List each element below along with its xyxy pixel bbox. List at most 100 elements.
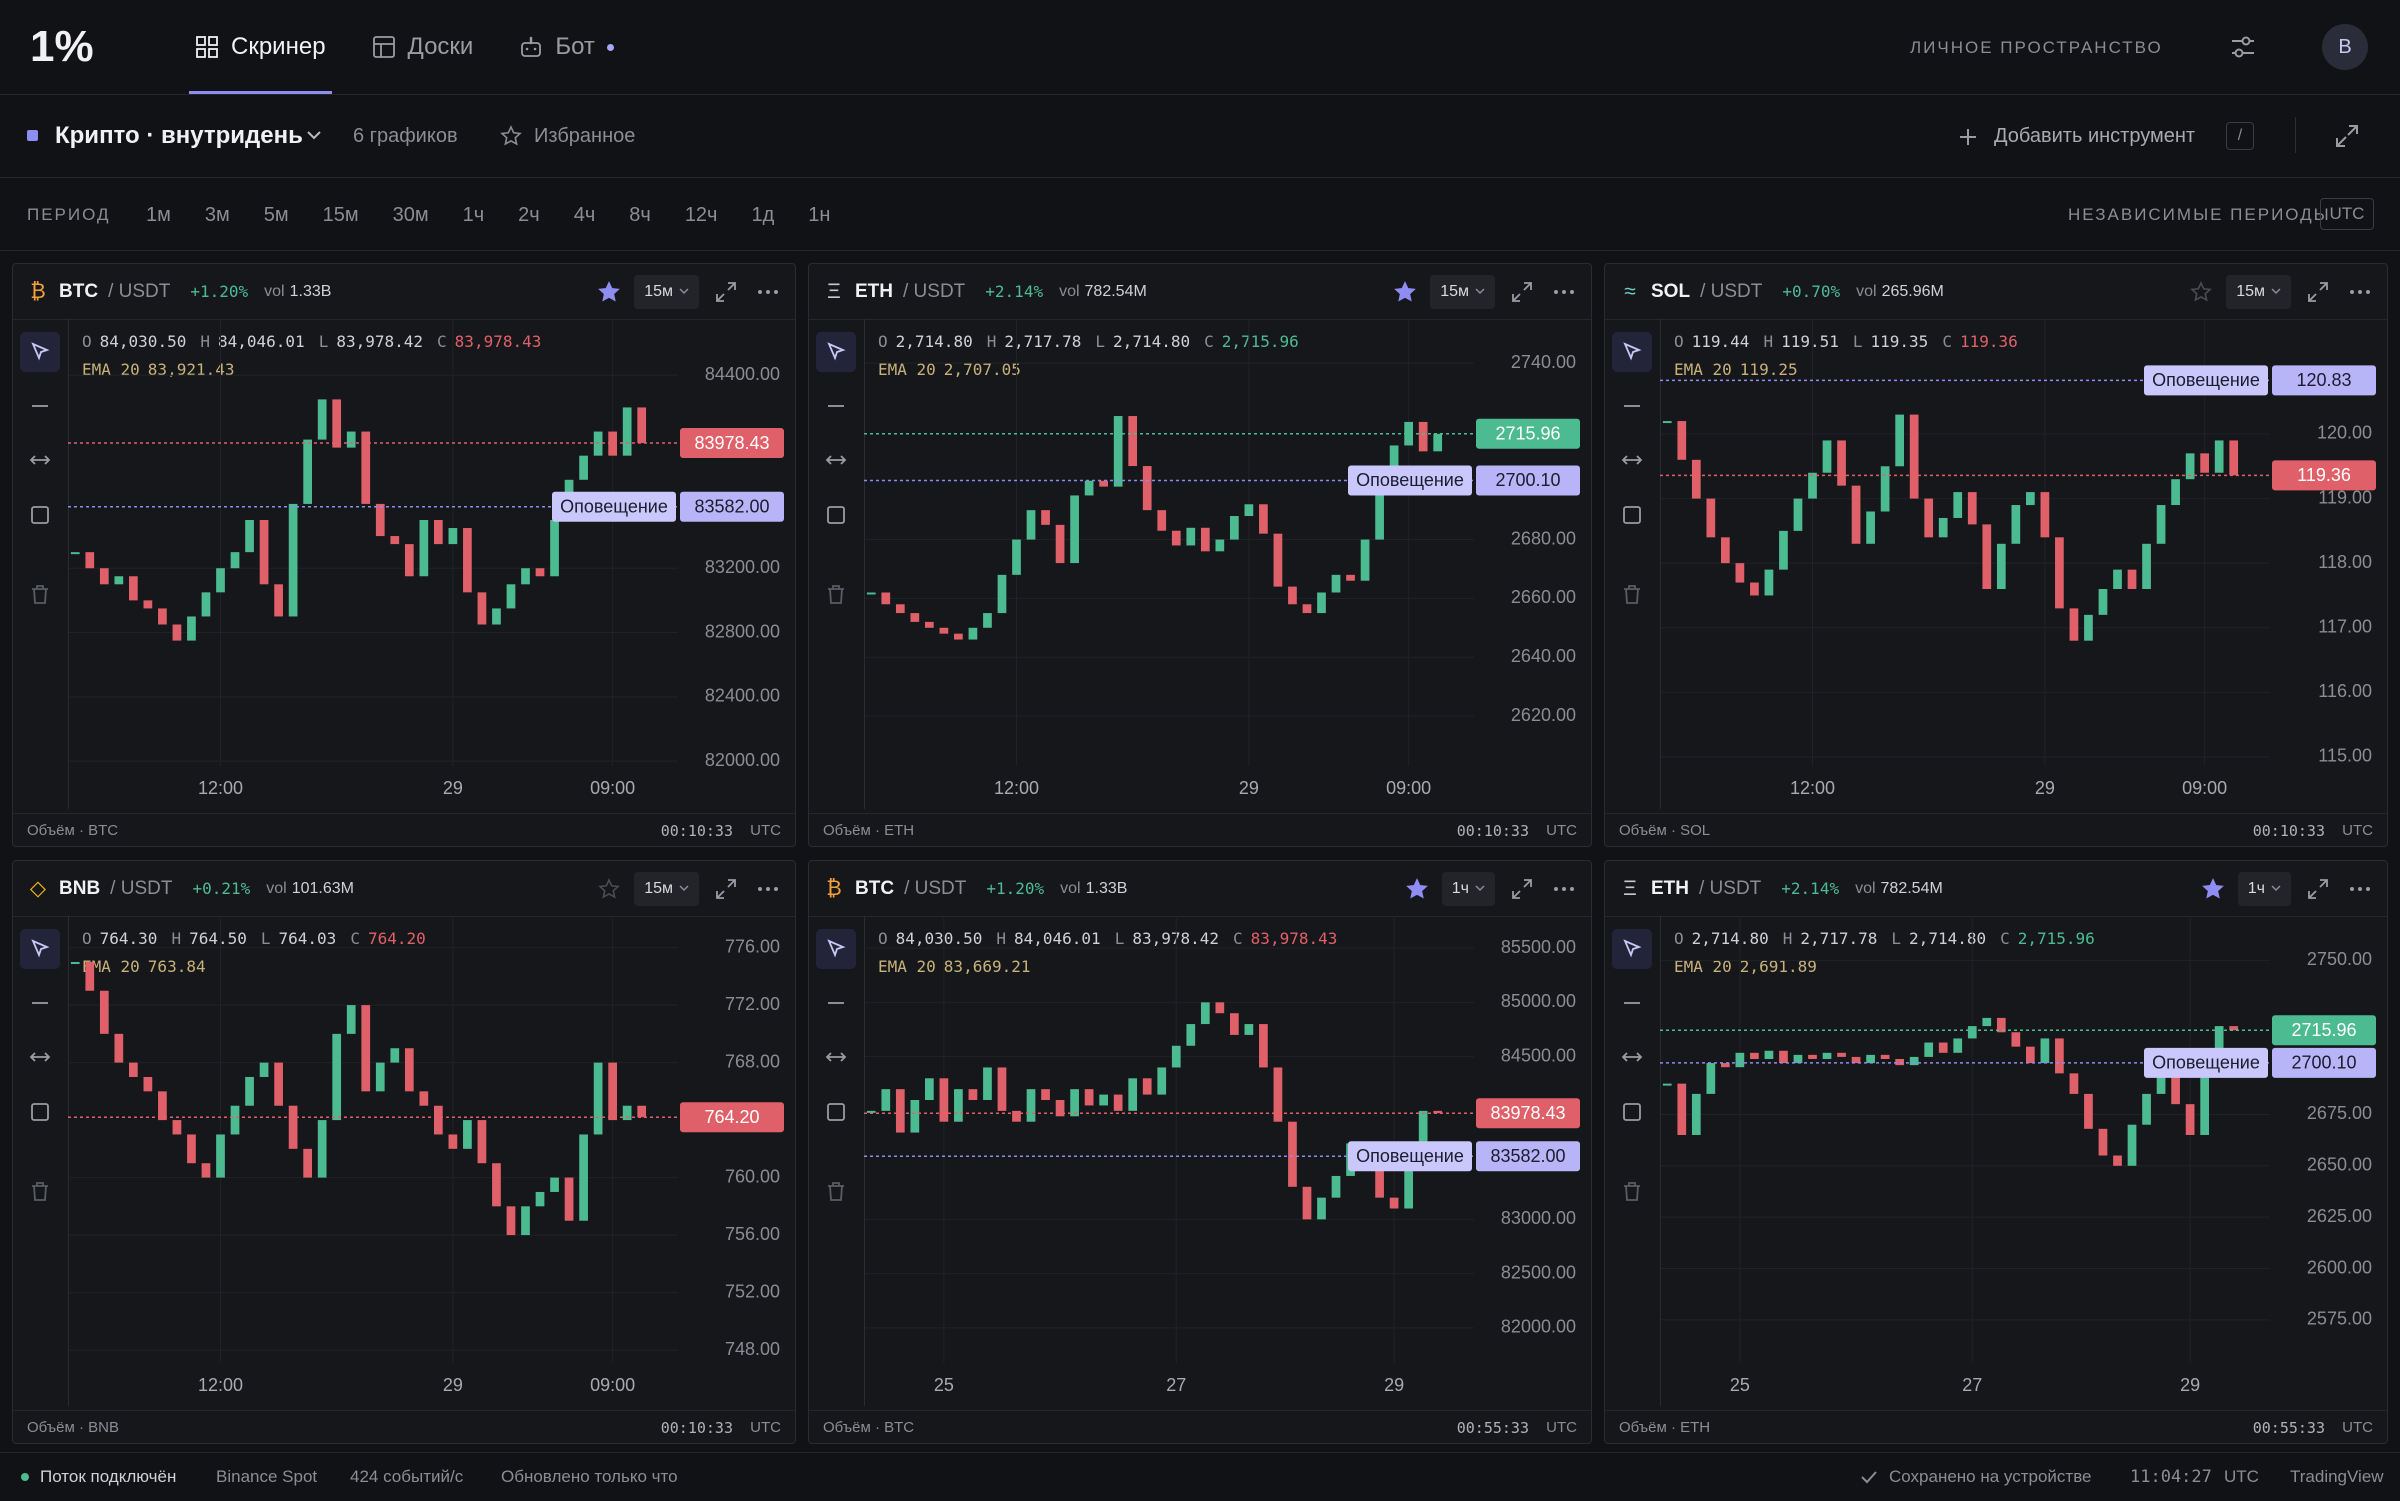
symbol[interactable]: ETH bbox=[855, 280, 893, 302]
symbol[interactable]: BTC bbox=[855, 877, 895, 899]
chevron[interactable] bbox=[306, 128, 322, 142]
symbol[interactable]: SOL bbox=[1651, 280, 1691, 302]
interval-select[interactable]: 1ч bbox=[2237, 871, 2291, 906]
symbol[interactable]: ETH bbox=[1651, 877, 1689, 899]
add-instrument[interactable]: Добавить инструмент bbox=[1994, 125, 2196, 147]
tool-button[interactable] bbox=[20, 495, 60, 535]
favorite-star[interactable] bbox=[598, 280, 621, 303]
layout-name[interactable]: Крипто · внутридень bbox=[55, 122, 303, 149]
nav-tab[interactable]: Доски bbox=[372, 0, 473, 94]
tool-button[interactable] bbox=[816, 983, 856, 1023]
period-option[interactable]: 12ч bbox=[684, 203, 718, 226]
period-option[interactable]: 15м bbox=[322, 203, 359, 226]
tool-button[interactable] bbox=[20, 1092, 60, 1132]
favorite-star[interactable] bbox=[598, 877, 621, 900]
tool-button[interactable] bbox=[1612, 495, 1652, 535]
tool-button[interactable] bbox=[816, 574, 856, 614]
period-option[interactable]: 30м bbox=[392, 203, 429, 226]
interval-select[interactable]: 15м bbox=[2226, 274, 2291, 309]
ohlc-key: C bbox=[350, 929, 360, 948]
period-option[interactable]: 4ч bbox=[573, 203, 596, 226]
expand-icon[interactable] bbox=[715, 878, 737, 900]
period-option[interactable]: 1м bbox=[146, 203, 171, 226]
period-option[interactable]: 3м bbox=[204, 203, 230, 226]
ohlc-readout: O 84,030.50 H 84,046.01 L 83,978.42 C 83,978.43 bbox=[878, 929, 1351, 948]
interval-select[interactable]: 15м bbox=[634, 871, 699, 906]
expand-icon[interactable] bbox=[715, 281, 737, 303]
independent-periods[interactable]: НЕЗАВИСИМЫЕ ПЕРИОДЫ bbox=[2068, 205, 2331, 224]
tool-button[interactable] bbox=[816, 1171, 856, 1211]
tool-button[interactable] bbox=[816, 1092, 856, 1132]
footer-volume: Объём · BTC bbox=[27, 822, 119, 839]
favorite-star[interactable] bbox=[2190, 280, 2213, 303]
tool-button[interactable] bbox=[1612, 386, 1652, 426]
favorite-star[interactable] bbox=[1394, 280, 1417, 303]
period-option[interactable]: 8ч bbox=[629, 203, 651, 226]
timezone[interactable]: UTC bbox=[2320, 198, 2374, 230]
tool-button[interactable] bbox=[1612, 1037, 1652, 1077]
interval-select[interactable]: 15м bbox=[634, 274, 699, 309]
tool-button[interactable] bbox=[816, 1037, 856, 1077]
interval-select[interactable]: 15м bbox=[1430, 274, 1495, 309]
ohlc-readout: O 2,714.80 H 2,717.78 L 2,714.80 C 2,715.96 bbox=[878, 332, 1313, 351]
tool-button[interactable] bbox=[1612, 929, 1652, 969]
logo[interactable]: 1% bbox=[30, 22, 94, 71]
fullscreen-icon[interactable] bbox=[2334, 123, 2360, 149]
tool-button[interactable] bbox=[816, 386, 856, 426]
tool-button[interactable] bbox=[20, 1037, 60, 1077]
nav-tab[interactable]: Скринер bbox=[189, 0, 332, 94]
expand-icon[interactable] bbox=[2307, 281, 2329, 303]
tool-button[interactable] bbox=[816, 440, 856, 480]
tool-button[interactable] bbox=[816, 495, 856, 535]
tool-button[interactable] bbox=[20, 929, 60, 969]
more-icon[interactable] bbox=[2349, 281, 2371, 303]
expand-icon[interactable] bbox=[2307, 878, 2329, 900]
favorite-star[interactable] bbox=[2201, 877, 2224, 900]
updated: Обновлено только что bbox=[501, 1467, 678, 1486]
more-icon-part bbox=[758, 886, 762, 891]
favorites[interactable]: Избранное bbox=[534, 125, 636, 147]
tool-button[interactable] bbox=[816, 332, 856, 372]
expand-icon[interactable] bbox=[1511, 281, 1533, 303]
more-icon[interactable] bbox=[757, 878, 779, 900]
period-option[interactable]: 1д bbox=[751, 203, 775, 226]
tool-button[interactable] bbox=[1612, 574, 1652, 614]
candle bbox=[1433, 1110, 1443, 1114]
tool-button[interactable] bbox=[20, 983, 60, 1023]
y-tick-label: 84500.00 bbox=[1501, 1045, 1576, 1065]
period-option[interactable]: 5м bbox=[263, 203, 289, 226]
interval-select[interactable]: 1ч bbox=[1441, 871, 1495, 906]
tool-button[interactable] bbox=[20, 574, 60, 614]
candle bbox=[216, 1134, 225, 1178]
symbol[interactable]: BNB bbox=[59, 877, 101, 899]
workspace[interactable]: ЛИЧНОЕ ПРОСТРАНСТВО bbox=[1910, 38, 2163, 57]
ohlc-value: 83,978.42 bbox=[336, 332, 424, 351]
tool-button[interactable] bbox=[20, 1171, 60, 1211]
avatar[interactable]: B bbox=[2322, 24, 2368, 70]
favorite-star[interactable] bbox=[1405, 877, 1428, 900]
more-icon[interactable] bbox=[1553, 281, 1575, 303]
more-icon[interactable] bbox=[1553, 878, 1575, 900]
tool-button[interactable] bbox=[1612, 440, 1652, 480]
tool-button[interactable] bbox=[20, 386, 60, 426]
tool-button[interactable] bbox=[1612, 1171, 1652, 1211]
expand-icon[interactable] bbox=[1511, 878, 1533, 900]
tool-button[interactable] bbox=[20, 440, 60, 480]
more-icon[interactable] bbox=[2349, 878, 2371, 900]
tool-button[interactable] bbox=[1612, 1092, 1652, 1132]
period-option[interactable]: 2ч bbox=[518, 203, 540, 226]
symbol[interactable]: BTC bbox=[59, 280, 99, 302]
plus-icon[interactable] bbox=[1958, 127, 1978, 147]
more-icon[interactable] bbox=[757, 281, 779, 303]
settings-icon[interactable] bbox=[2230, 34, 2256, 60]
candle bbox=[895, 604, 905, 614]
tool-button[interactable] bbox=[20, 332, 60, 372]
tool-button[interactable] bbox=[1612, 983, 1652, 1023]
ohlc-value: 84,030.50 bbox=[895, 929, 983, 948]
period-option[interactable]: 1н bbox=[808, 203, 831, 226]
tool-button[interactable] bbox=[816, 929, 856, 969]
tool-button[interactable] bbox=[1612, 332, 1652, 372]
nav-tab[interactable]: Бот bbox=[519, 0, 614, 94]
period-option[interactable]: 1ч bbox=[462, 203, 485, 226]
star-icon[interactable] bbox=[500, 125, 522, 147]
